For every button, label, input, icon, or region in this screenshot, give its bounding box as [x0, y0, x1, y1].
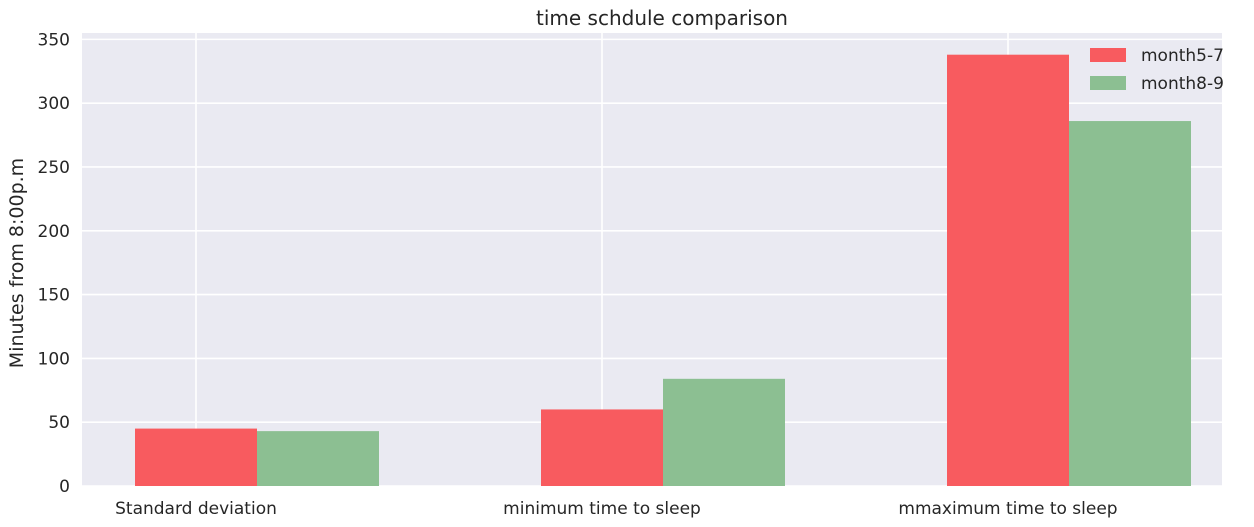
y-tick-label: 50 — [48, 413, 70, 433]
x-tick-label: Standard deviation — [115, 499, 277, 519]
bar-month8-9 — [257, 431, 379, 486]
y-tick-label: 300 — [38, 94, 70, 114]
bar-month8-9 — [1069, 121, 1191, 487]
y-tick-label: 100 — [38, 349, 70, 369]
bar-month5-7 — [135, 428, 257, 486]
y-tick-label: 250 — [38, 158, 70, 178]
bar-month5-7 — [541, 409, 663, 486]
y-tick-label: 0 — [59, 477, 70, 497]
legend-label: month8-9 — [1141, 74, 1224, 94]
bar-month5-7 — [947, 54, 1069, 486]
legend-swatch — [1090, 76, 1126, 90]
chart-title: time schdule comparison — [536, 6, 788, 30]
bar-month8-9 — [663, 378, 785, 486]
y-tick-labels: 0 50 100 150 200 250 300 350 — [38, 30, 70, 497]
y-tick-label: 150 — [38, 286, 70, 306]
legend-label: month5-7 — [1141, 46, 1224, 66]
x-tick-label: mmaximum time to sleep — [898, 499, 1117, 519]
x-tick-labels: Standard deviation minimum time to sleep m… — [115, 499, 1117, 519]
x-tick-label: minimum time to sleep — [503, 499, 701, 519]
y-axis-label: Minutes from 8:00p.m — [6, 158, 28, 368]
legend-swatch — [1090, 48, 1126, 62]
y-tick-label: 200 — [38, 222, 70, 242]
bars — [135, 54, 1191, 487]
legend: month5-7 month8-9 — [1090, 46, 1224, 94]
y-tick-label: 350 — [38, 30, 70, 50]
